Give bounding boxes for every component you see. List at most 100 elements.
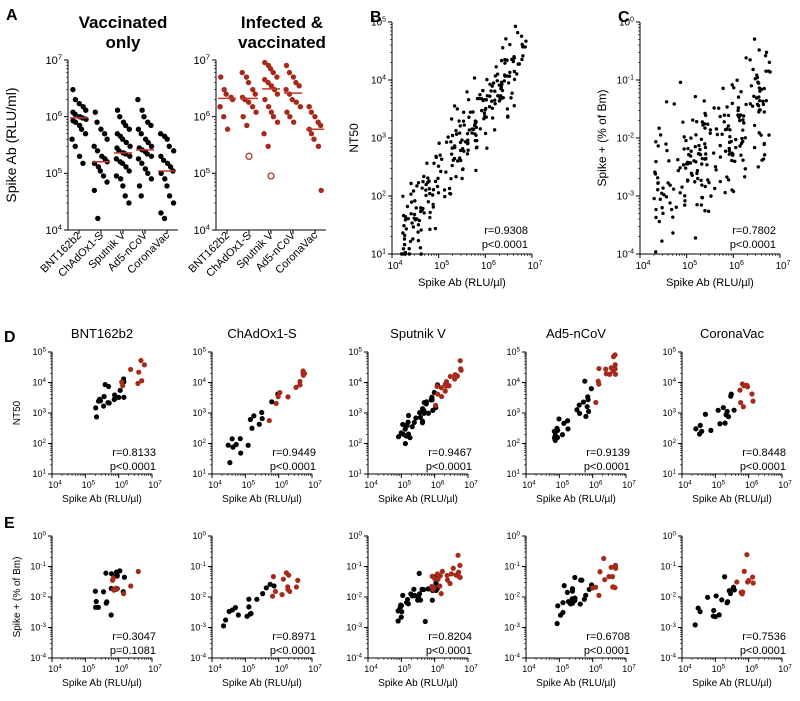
data-point (727, 590, 734, 597)
data-point (492, 128, 497, 132)
x-tick-label: 105 (682, 260, 697, 272)
data-point (577, 601, 583, 607)
y-tick-label: 10-4 (346, 653, 362, 664)
data-point (739, 90, 743, 94)
data-point (678, 166, 682, 170)
data-point (695, 203, 699, 207)
data-point (463, 140, 468, 144)
data-point (506, 114, 510, 118)
data-point (402, 242, 407, 247)
data-point (665, 148, 669, 153)
data-point (402, 440, 408, 447)
data-point (447, 373, 453, 380)
data-point (449, 140, 453, 144)
data-point (280, 576, 286, 582)
panel-label-A: A (6, 7, 18, 24)
chart-A-right: Infected &vaccinated104105106107BNT162b2… (186, 13, 326, 280)
data-point (726, 113, 731, 118)
data-point (708, 427, 714, 433)
data-point (511, 59, 516, 64)
data-point (270, 69, 276, 76)
data-point (481, 88, 485, 93)
data-point (442, 188, 447, 192)
y-tick-label: 101 (348, 469, 362, 480)
data-point (82, 131, 89, 137)
data-point (135, 156, 142, 162)
y-tick-label: 10-1 (190, 561, 206, 572)
data-point (690, 173, 694, 177)
y-tick-label: 102 (371, 191, 386, 203)
data-point (676, 168, 681, 173)
data-point (752, 145, 757, 150)
data-point (158, 170, 164, 177)
x-tick-label: 104 (48, 479, 62, 490)
y-axis-label: NT50 (347, 123, 361, 153)
data-point (448, 192, 453, 196)
data-point (424, 193, 428, 198)
data-point (722, 420, 728, 426)
panel-label-E: E (4, 515, 15, 532)
data-point (92, 588, 98, 594)
data-point (245, 99, 252, 105)
data-point (695, 605, 701, 611)
y-tick-label: 10-3 (660, 622, 676, 633)
chart-D4: 101 102 103 104 105 104 105 106 107 Ad5-nCoV r=0.9… (506, 326, 636, 505)
data-point (460, 167, 465, 172)
data-point (694, 160, 698, 164)
data-point (170, 200, 177, 206)
data-point (126, 126, 132, 132)
data-point (764, 99, 768, 103)
data-point (656, 144, 660, 148)
data-point (121, 394, 127, 400)
data-point (404, 227, 409, 231)
data-point (703, 184, 707, 189)
x-tick-label: 107 (775, 260, 790, 272)
y-tick-label: 102 (506, 438, 520, 449)
data-point (512, 77, 517, 82)
data-point (311, 136, 317, 142)
data-point (715, 407, 721, 413)
data-point (743, 382, 750, 388)
data-point (744, 56, 748, 60)
data-point (413, 199, 417, 203)
data-point (243, 74, 250, 80)
data-point (259, 415, 265, 422)
data-point (138, 131, 144, 137)
data-point (750, 574, 756, 580)
y-tick-label: 104 (193, 222, 210, 236)
x-tick-label: 107 (778, 479, 792, 490)
data-point (398, 614, 404, 620)
y-tick-label: 105 (193, 166, 210, 180)
data-point (767, 60, 772, 65)
x-tick-label: 104 (364, 479, 378, 490)
data-point (402, 223, 406, 228)
data-point (497, 83, 502, 87)
data-point (693, 180, 697, 184)
x-axis-label: Spike Ab (RLU/µl) (62, 494, 142, 505)
data-point (446, 135, 450, 139)
y-tick-label: 10-2 (190, 592, 206, 603)
data-point (141, 362, 147, 368)
data-point (725, 414, 732, 420)
data-point (602, 577, 608, 583)
x-tick-label: 106 (589, 479, 603, 490)
data-point (401, 252, 405, 256)
data-point (148, 153, 155, 159)
data-point (488, 94, 492, 98)
data-point (471, 110, 475, 114)
x-tick-label: 104 (678, 663, 692, 674)
p-value: p<0.0001 (426, 461, 472, 473)
x-tick-label: 106 (431, 663, 445, 674)
data-point (749, 391, 755, 397)
data-point (487, 105, 492, 109)
data-point (409, 192, 413, 196)
data-point (676, 157, 680, 162)
x-tick-label: 107 (622, 479, 636, 490)
data-point (742, 175, 747, 179)
data-point (660, 239, 664, 243)
data-point (657, 126, 661, 130)
data-point (711, 607, 717, 614)
y-tick-label: 10-4 (190, 653, 206, 664)
data-point (94, 119, 100, 125)
r-value: r=0.8971 (272, 631, 316, 643)
